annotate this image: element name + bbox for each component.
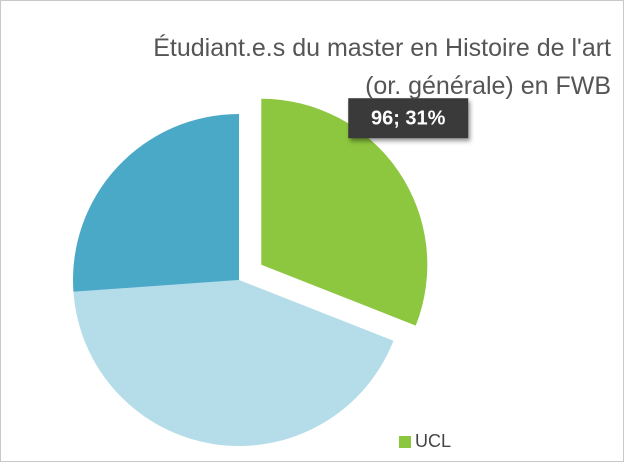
pie-slice [73, 280, 394, 446]
legend-swatch [399, 436, 411, 448]
pie-slice [73, 114, 239, 292]
pie-slice [261, 98, 428, 326]
chart-title: Étudiant.e.s du master en Histoire de l'… [153, 34, 611, 100]
legend-label: UCL [415, 431, 451, 451]
data-label-box [348, 98, 469, 139]
data-label: 96; 31% [371, 107, 446, 129]
